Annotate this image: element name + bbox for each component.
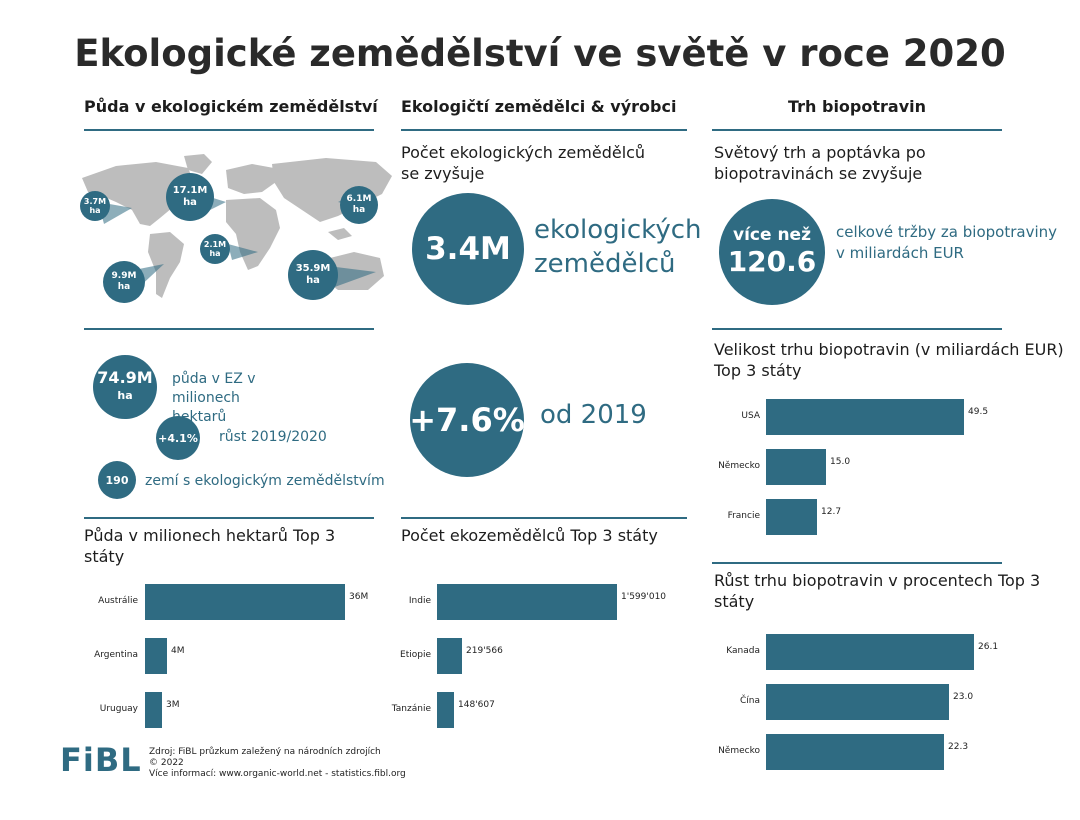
bar (437, 638, 462, 674)
map-bubble-unit: ha (183, 197, 197, 208)
map-bubble: 2.1M ha (200, 234, 230, 264)
producers-subhead: Počet ekologických zemědělců se zvyšuje (401, 143, 646, 183)
map-bubble-value: 17.1M (172, 185, 208, 196)
bar-category-label: Argentina (94, 650, 138, 660)
bar (145, 692, 162, 728)
producers-growth-text: od 2019 (540, 400, 647, 430)
column-heading-market: Trh biopotravin (787, 97, 927, 116)
bar (145, 584, 345, 620)
land-area-value: 74.9M (97, 368, 153, 387)
divider (712, 328, 1002, 330)
bar-category-label: Indie (408, 596, 431, 606)
market-sales-text: celkové tržby za biopotraviny v miliardá… (836, 223, 1058, 262)
bar-value-label: 148'607 (458, 700, 495, 710)
map-landmasses (82, 154, 392, 298)
producers-growth-value: +7.6% (409, 401, 525, 439)
map-bubble-value: 35.9M (295, 263, 331, 274)
producers-count-circle: 3.4M (412, 193, 524, 305)
map-bubble-unit: ha (306, 275, 320, 286)
producers-growth-circle: +7.6% (409, 363, 525, 477)
bar-category-label: Francie (727, 511, 760, 521)
bar-value-label: 23.0 (953, 692, 974, 702)
divider (401, 517, 687, 519)
column-heading-producers: Ekologičtí zemědělci & výrobci (401, 97, 677, 116)
footer-info: Více informací: www.organic-world.net - … (149, 769, 406, 779)
bar-category-label: Tanzánie (391, 704, 431, 714)
column-heading-land: Půda v ekologickém zemědělství (84, 97, 378, 116)
market-subhead: Světový trh a poptávka po biopotravinách… (714, 143, 926, 183)
bar-value-label: 26.1 (978, 642, 999, 652)
bar-value-label: 219'566 (466, 646, 503, 656)
fibl-logo: FiBL (60, 741, 142, 779)
bar-category-label: USA (741, 411, 760, 421)
map-bubble-value: 2.1M (203, 240, 227, 249)
map-bubble-unit: ha (352, 205, 366, 215)
map-bubble: 6.1M ha (340, 186, 378, 224)
bar-value-label: 36M (349, 592, 369, 602)
land-area-text: půda v EZ v milionech hektarů (172, 371, 256, 425)
map-bubble: 17.1M ha (166, 173, 214, 221)
bar-value-label: 12.7 (821, 507, 842, 517)
bar (437, 692, 454, 728)
bar-value-label: 15.0 (830, 457, 851, 467)
divider (84, 328, 374, 330)
bar-category-label: Německo (718, 461, 760, 471)
map-bubble-unit: ha (209, 249, 221, 258)
bar-value-label: 3M (166, 700, 180, 710)
producers-count-value: 3.4M (425, 231, 511, 267)
bar (766, 399, 964, 435)
bar (766, 634, 974, 670)
market-sales-circle: více než 120.6 (719, 199, 825, 305)
bar-category-label: Německo (718, 746, 760, 756)
map-bubble-value: 6.1M (346, 194, 372, 204)
map-bubble-value: 3.7M (83, 197, 107, 206)
divider (84, 129, 374, 131)
land-growth-text: růst 2019/2020 (219, 429, 327, 445)
divider (84, 517, 374, 519)
page-title: Ekologické zemědělství ve světě v roce 2… (74, 32, 1006, 75)
bar (437, 584, 617, 620)
chart-title-producers: Počet ekozemědělců Top 3 státy (401, 526, 658, 545)
chart-title-land: Půda v milionech hektarů Top 3 státy (84, 526, 336, 566)
producers-count-text: ekologických zemědělců (534, 215, 702, 279)
footer-source: Zdroj: FiBL průzkum zaležený na národníc… (149, 747, 381, 757)
market-sales-prefix: více než (733, 225, 811, 245)
divider (712, 562, 1002, 564)
bar-value-label: 4M (171, 646, 185, 656)
map-bubble: 35.9M ha (288, 250, 338, 300)
land-area-circle: 74.9M ha (93, 355, 157, 419)
bar (766, 449, 826, 485)
bar (145, 638, 167, 674)
bar-category-label: Čína (739, 696, 760, 706)
divider (401, 129, 687, 131)
bar-value-label: 22.3 (948, 742, 969, 752)
map-bubble: 3.7M ha (80, 191, 110, 221)
countries-value: 190 (105, 473, 129, 487)
map-bubble-unit: ha (89, 206, 101, 215)
footer-copyright: © 2022 (149, 758, 184, 768)
map-bubble-value: 9.9M (111, 271, 137, 281)
chart-title-market-size: Velikost trhu biopotravin (v miliardách … (714, 340, 1064, 380)
bar-category-label: Etiopie (400, 650, 431, 660)
map-bubble: 9.9M ha (103, 261, 145, 303)
bar (766, 499, 817, 535)
countries-text: zemí s ekologickým zemědělstvím (145, 473, 385, 489)
bar (766, 734, 944, 770)
land-growth-value: +4.1% (158, 431, 198, 445)
bar-value-label: 49.5 (968, 407, 989, 417)
bar (766, 684, 949, 720)
chart-title-market-growth: Růst trhu biopotravin v procentech Top 3… (714, 571, 1041, 611)
bar-value-label: 1'599'010 (621, 592, 667, 602)
map-bubble-unit: ha (117, 282, 131, 292)
land-area-unit: ha (117, 389, 133, 402)
countries-circle: 190 (98, 461, 136, 499)
footer-block: Zdroj: FiBL průzkum zaležený na národníc… (149, 747, 406, 780)
bar-category-label: Uruguay (99, 704, 138, 714)
market-sales-value: 120.6 (727, 245, 817, 278)
bar-category-label: Kanada (726, 646, 760, 656)
divider (712, 129, 1002, 131)
land-growth-circle: +4.1% (156, 416, 200, 460)
bar-category-label: Austrálie (98, 596, 138, 606)
